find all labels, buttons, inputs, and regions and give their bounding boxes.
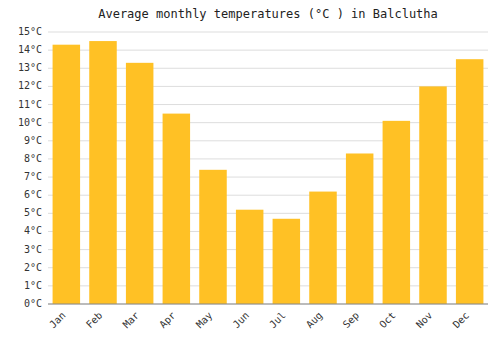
bar (346, 153, 374, 304)
y-tick-label: 7°C (24, 171, 42, 182)
grid-line (48, 304, 488, 305)
y-tick-label: 12°C (18, 80, 42, 91)
y-tick-label: 5°C (24, 207, 42, 218)
x-axis: Jan Feb Mar Apr May Jun Jul Aug Sep Oct Nov Dec (47, 310, 471, 331)
bar (383, 121, 411, 304)
x-tick-label: Jan (47, 310, 68, 331)
y-tick-label: 14°C (18, 44, 42, 55)
y-tick-label: 6°C (24, 189, 42, 200)
bar (53, 45, 80, 304)
chart-svg: 0°C 1°C 2°C 3°C 4°C 5°C 6°C 7°C 8°C 9°C 10°C 11°C 12… (0, 0, 500, 350)
bars (53, 41, 484, 304)
y-tick-label: 4°C (24, 225, 42, 236)
x-tick-label: Sep (341, 310, 362, 331)
bar (309, 192, 337, 304)
x-tick-label: May (194, 310, 215, 331)
y-tick-label: 0°C (24, 298, 42, 309)
x-tick-label: Feb (84, 310, 105, 331)
x-tick-label: Dec (451, 310, 472, 331)
bar (89, 41, 117, 304)
y-tick-label: 9°C (24, 135, 42, 146)
bar (199, 170, 227, 304)
x-tick-label: Nov (414, 310, 435, 331)
grid (48, 32, 488, 304)
y-tick-label: 8°C (24, 153, 42, 164)
bar (236, 210, 264, 304)
y-axis: 0°C 1°C 2°C 3°C 4°C 5°C 6°C 7°C 8°C 9°C 10°C 11°C 12… (18, 26, 42, 309)
y-tick-label: 3°C (24, 244, 42, 255)
y-tick-label: 1°C (24, 280, 42, 291)
y-tick-label: 15°C (18, 26, 42, 37)
y-tick-label: 2°C (24, 262, 42, 273)
x-tick-label: Apr (157, 310, 178, 331)
chart-title: Average monthly temperatures (°C ) in Ba… (98, 7, 438, 21)
bar (163, 114, 191, 304)
y-tick-label: 13°C (18, 62, 42, 73)
x-tick-label: Mar (121, 310, 142, 331)
bar (456, 59, 484, 304)
x-tick-label: Aug (304, 310, 325, 331)
x-tick-label: Jun (231, 310, 252, 331)
bar (273, 219, 301, 304)
bar (126, 63, 153, 304)
chart-container: 0°C 1°C 2°C 3°C 4°C 5°C 6°C 7°C 8°C 9°C 10°C 11°C 12… (0, 0, 500, 350)
y-tick-label: 10°C (18, 117, 42, 128)
bar (419, 86, 447, 304)
x-tick-label: Jul (267, 310, 288, 331)
x-axis-line (48, 304, 488, 305)
grid-line (48, 32, 488, 33)
y-tick-label: 11°C (18, 99, 42, 110)
x-tick-label: Oct (377, 310, 398, 331)
